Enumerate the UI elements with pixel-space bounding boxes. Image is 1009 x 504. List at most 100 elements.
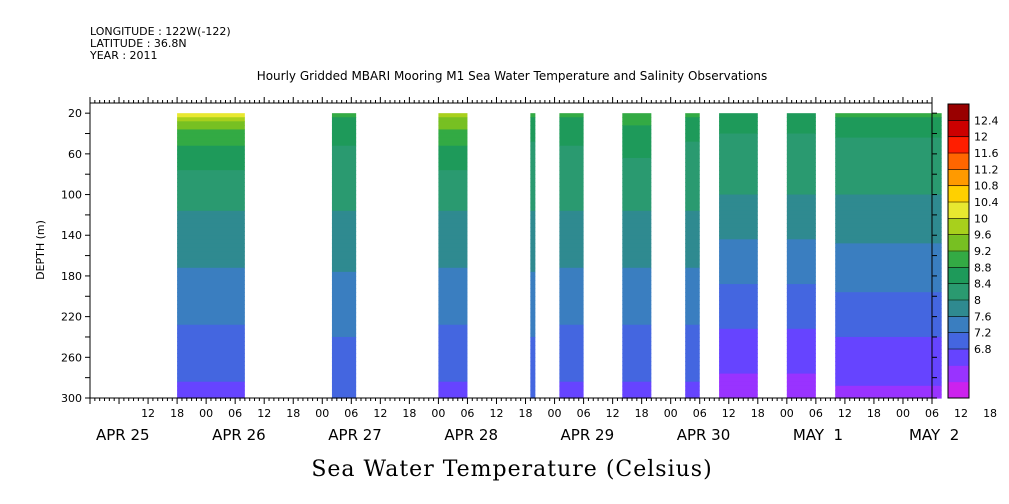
temperature-cell — [835, 345, 942, 350]
temperature-cell — [559, 162, 584, 167]
y-tick-label: 100 — [61, 189, 82, 202]
temperature-cell — [177, 227, 245, 232]
temperature-cell — [835, 186, 942, 192]
temperature-cell — [438, 320, 468, 326]
temperature-cell — [331, 223, 357, 228]
temperature-cell — [685, 324, 700, 330]
temperature-cell — [177, 385, 245, 391]
temperature-cell — [622, 157, 652, 163]
temperature-cell — [177, 271, 245, 277]
temperature-cell — [685, 194, 700, 200]
temperature-cell — [685, 316, 700, 322]
temperature-cell — [719, 377, 758, 383]
temperature-cell — [685, 308, 700, 314]
temperature-cell — [559, 190, 584, 196]
temperature-cell — [331, 255, 357, 261]
x-hour-label: 06 — [809, 407, 823, 420]
temperature-cell — [438, 296, 468, 301]
temperature-cell — [786, 328, 816, 334]
temperature-cell — [530, 117, 536, 122]
temperature-cell — [719, 369, 758, 375]
temperature-cell — [786, 235, 816, 240]
temperature-cell — [331, 296, 357, 301]
temperature-cell — [622, 113, 652, 118]
temperature-cell — [622, 190, 652, 196]
temperature-cell — [719, 393, 758, 399]
temperature-cell — [786, 162, 816, 167]
observation-column — [786, 113, 816, 399]
temperature-cell — [438, 149, 468, 155]
temperature-cell — [438, 227, 468, 232]
temperature-cell — [786, 369, 816, 375]
x-day-label: MAY 2 — [909, 426, 959, 444]
temperature-cell — [719, 190, 758, 196]
temperature-cell — [622, 304, 652, 310]
temperature-cell — [331, 182, 357, 188]
temperature-cell — [719, 129, 758, 135]
temperature-cell — [530, 133, 536, 139]
temperature-cell — [786, 308, 816, 314]
temperature-cell — [786, 304, 816, 310]
temperature-cell — [719, 255, 758, 261]
temperature-cell — [177, 218, 245, 224]
temperature-cell — [559, 223, 584, 228]
temperature-cell — [559, 381, 584, 387]
temperature-cell — [685, 243, 700, 249]
temperature-cell — [622, 320, 652, 326]
temperature-cell — [835, 125, 942, 131]
temperature-cell — [622, 361, 652, 367]
temperature-cell — [719, 308, 758, 314]
temperature-cell — [438, 239, 468, 244]
observation-column — [530, 113, 536, 399]
temperature-cell — [438, 174, 468, 179]
temperature-cell — [530, 137, 536, 143]
temperature-cell — [622, 198, 652, 204]
temperature-cell — [622, 357, 652, 362]
temperature-cell — [622, 288, 652, 293]
temperature-cell — [835, 385, 942, 391]
temperature-cell — [559, 210, 584, 216]
x-hour-label: 06 — [925, 407, 939, 420]
temperature-cell — [835, 190, 942, 196]
temperature-cell — [786, 214, 816, 220]
temperature-cell — [786, 353, 816, 358]
temperature-cell — [622, 235, 652, 240]
temperature-cell — [685, 336, 700, 342]
temperature-cell — [438, 308, 468, 314]
temperature-cell — [786, 271, 816, 277]
temperature-cell — [622, 332, 652, 338]
x-day-label: MAY 1 — [793, 426, 843, 444]
colorbar-label: 8 — [974, 294, 981, 307]
temperature-cell — [530, 377, 536, 383]
colorbar: 12.4 12 11.6 11.2 10.8 10.4 10 9.6 9.2 8.8 8.4 8 7.6… — [947, 103, 999, 399]
temperature-cell — [177, 275, 245, 281]
temperature-cell — [622, 353, 652, 358]
temperature-cell — [438, 275, 468, 281]
temperature-cell — [331, 206, 357, 212]
temperature-cell — [559, 284, 584, 289]
temperature-cell — [786, 381, 816, 387]
temperature-cell — [438, 300, 468, 306]
temperature-cell — [177, 247, 245, 253]
colorbar-swatch — [948, 153, 969, 170]
temperature-cell — [786, 251, 816, 257]
temperature-cell — [177, 210, 245, 216]
colorbar-swatch — [948, 218, 969, 236]
temperature-cell — [438, 336, 468, 342]
temperature-cell — [438, 133, 468, 139]
temperature-cell — [719, 162, 758, 167]
temperature-cell — [786, 263, 816, 269]
temperature-cell — [530, 223, 536, 228]
temperature-cell — [622, 393, 652, 399]
temperature-cell — [685, 235, 700, 240]
temperature-cell — [685, 296, 700, 301]
x-day-label: APR 28 — [444, 426, 498, 444]
temperature-cell — [786, 377, 816, 383]
temperature-cell — [786, 182, 816, 188]
temperature-cell — [438, 182, 468, 188]
temperature-cell — [719, 292, 758, 297]
temperature-cell — [559, 206, 584, 212]
temperature-cell — [786, 255, 816, 261]
colorbar-swatch — [948, 365, 969, 383]
